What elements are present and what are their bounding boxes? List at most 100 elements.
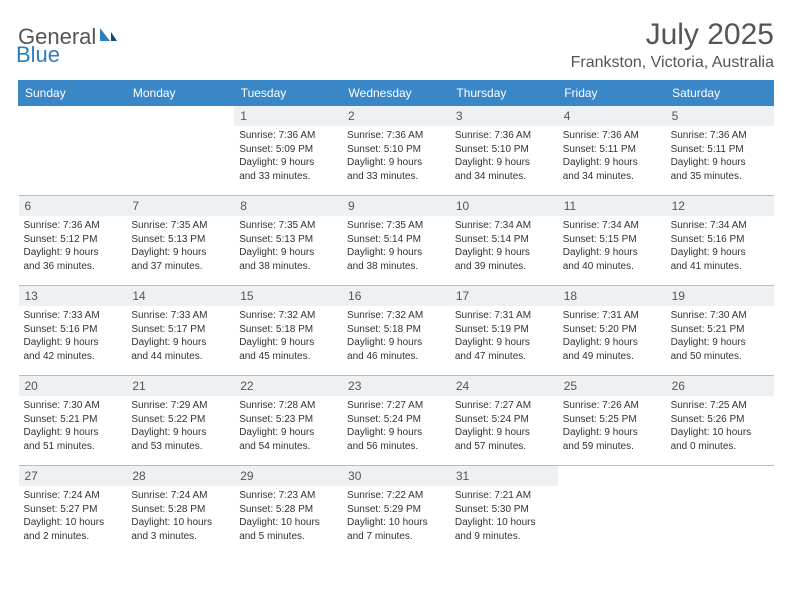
- daylight-line-2: and 39 minutes.: [455, 260, 553, 274]
- daylight-line-1: Daylight: 9 hours: [131, 336, 229, 350]
- calendar-day-cell: 6Sunrise: 7:36 AMSunset: 5:12 PMDaylight…: [19, 196, 127, 286]
- sunset-line: Sunset: 5:22 PM: [131, 413, 229, 427]
- sunrise-line: Sunrise: 7:24 AM: [131, 489, 229, 503]
- calendar-day-cell: 10Sunrise: 7:34 AMSunset: 5:14 PMDayligh…: [450, 196, 558, 286]
- title-block: July 2025 Frankston, Victoria, Australia: [571, 18, 774, 72]
- calendar-day-cell: 28Sunrise: 7:24 AMSunset: 5:28 PMDayligh…: [126, 466, 234, 556]
- day-details: Sunrise: 7:30 AMSunset: 5:21 PMDaylight:…: [666, 306, 774, 367]
- day-number: 5: [666, 106, 774, 126]
- daylight-line-2: and 2 minutes.: [24, 530, 122, 544]
- daylight-line-1: Daylight: 9 hours: [347, 156, 445, 170]
- daylight-line-2: and 49 minutes.: [563, 350, 661, 364]
- sunrise-line: Sunrise: 7:28 AM: [239, 399, 337, 413]
- logo-text-blue: Blue: [16, 42, 60, 67]
- sunrise-line: Sunrise: 7:32 AM: [239, 309, 337, 323]
- calendar-table: SundayMondayTuesdayWednesdayThursdayFrid…: [18, 80, 774, 556]
- sunset-line: Sunset: 5:14 PM: [455, 233, 553, 247]
- day-details: Sunrise: 7:23 AMSunset: 5:28 PMDaylight:…: [234, 486, 342, 547]
- daylight-line-2: and 53 minutes.: [131, 440, 229, 454]
- daylight-line-1: Daylight: 10 hours: [131, 516, 229, 530]
- day-number: 28: [126, 466, 234, 486]
- calendar-day-cell: 14Sunrise: 7:33 AMSunset: 5:17 PMDayligh…: [126, 286, 234, 376]
- sunrise-line: Sunrise: 7:24 AM: [24, 489, 122, 503]
- day-details: Sunrise: 7:36 AMSunset: 5:10 PMDaylight:…: [450, 126, 558, 187]
- day-number: 17: [450, 286, 558, 306]
- sunrise-line: Sunrise: 7:30 AM: [24, 399, 122, 413]
- daylight-line-2: and 45 minutes.: [239, 350, 337, 364]
- daylight-line-1: Daylight: 9 hours: [239, 336, 337, 350]
- day-details: Sunrise: 7:33 AMSunset: 5:17 PMDaylight:…: [126, 306, 234, 367]
- calendar-day-cell: 26Sunrise: 7:25 AMSunset: 5:26 PMDayligh…: [666, 376, 774, 466]
- sunrise-line: Sunrise: 7:31 AM: [563, 309, 661, 323]
- day-details: Sunrise: 7:27 AMSunset: 5:24 PMDaylight:…: [342, 396, 450, 457]
- sunrise-line: Sunrise: 7:34 AM: [671, 219, 769, 233]
- daylight-line-1: Daylight: 9 hours: [455, 156, 553, 170]
- daylight-line-2: and 59 minutes.: [563, 440, 661, 454]
- daylight-line-1: Daylight: 9 hours: [455, 336, 553, 350]
- day-number: 8: [234, 196, 342, 216]
- calendar-day-cell: 15Sunrise: 7:32 AMSunset: 5:18 PMDayligh…: [234, 286, 342, 376]
- day-details: Sunrise: 7:25 AMSunset: 5:26 PMDaylight:…: [666, 396, 774, 457]
- calendar-day-cell: 2Sunrise: 7:36 AMSunset: 5:10 PMDaylight…: [342, 106, 450, 196]
- day-number: 30: [342, 466, 450, 486]
- sunrise-line: Sunrise: 7:22 AM: [347, 489, 445, 503]
- weekday-header: Monday: [126, 81, 234, 106]
- day-details: Sunrise: 7:31 AMSunset: 5:20 PMDaylight:…: [558, 306, 666, 367]
- daylight-line-2: and 33 minutes.: [239, 170, 337, 184]
- daylight-line-1: Daylight: 10 hours: [24, 516, 122, 530]
- calendar-day-cell: 12Sunrise: 7:34 AMSunset: 5:16 PMDayligh…: [666, 196, 774, 286]
- sunset-line: Sunset: 5:26 PM: [671, 413, 769, 427]
- day-number: 18: [558, 286, 666, 306]
- calendar-day-cell: 31Sunrise: 7:21 AMSunset: 5:30 PMDayligh…: [450, 466, 558, 556]
- sunrise-line: Sunrise: 7:29 AM: [131, 399, 229, 413]
- calendar-day-cell: 3Sunrise: 7:36 AMSunset: 5:10 PMDaylight…: [450, 106, 558, 196]
- daylight-line-1: Daylight: 10 hours: [671, 426, 769, 440]
- sunset-line: Sunset: 5:20 PM: [563, 323, 661, 337]
- sunrise-line: Sunrise: 7:32 AM: [347, 309, 445, 323]
- calendar-day-cell: 17Sunrise: 7:31 AMSunset: 5:19 PMDayligh…: [450, 286, 558, 376]
- daylight-line-2: and 3 minutes.: [131, 530, 229, 544]
- daylight-line-2: and 34 minutes.: [563, 170, 661, 184]
- sunrise-line: Sunrise: 7:36 AM: [347, 129, 445, 143]
- daylight-line-2: and 44 minutes.: [131, 350, 229, 364]
- day-number: 15: [234, 286, 342, 306]
- sunset-line: Sunset: 5:28 PM: [239, 503, 337, 517]
- daylight-line-2: and 57 minutes.: [455, 440, 553, 454]
- daylight-line-1: Daylight: 9 hours: [239, 246, 337, 260]
- sunset-line: Sunset: 5:15 PM: [563, 233, 661, 247]
- sunset-line: Sunset: 5:14 PM: [347, 233, 445, 247]
- daylight-line-1: Daylight: 9 hours: [563, 336, 661, 350]
- calendar-day-cell: 24Sunrise: 7:27 AMSunset: 5:24 PMDayligh…: [450, 376, 558, 466]
- daylight-line-1: Daylight: 9 hours: [671, 336, 769, 350]
- daylight-line-2: and 5 minutes.: [239, 530, 337, 544]
- calendar-week-row: 27Sunrise: 7:24 AMSunset: 5:27 PMDayligh…: [19, 466, 774, 556]
- calendar-day-cell: 22Sunrise: 7:28 AMSunset: 5:23 PMDayligh…: [234, 376, 342, 466]
- calendar-week-row: 13Sunrise: 7:33 AMSunset: 5:16 PMDayligh…: [19, 286, 774, 376]
- day-details: Sunrise: 7:30 AMSunset: 5:21 PMDaylight:…: [19, 396, 127, 457]
- daylight-line-1: Daylight: 10 hours: [239, 516, 337, 530]
- sunset-line: Sunset: 5:29 PM: [347, 503, 445, 517]
- sunrise-line: Sunrise: 7:36 AM: [24, 219, 122, 233]
- weekday-header: Wednesday: [342, 81, 450, 106]
- daylight-line-2: and 36 minutes.: [24, 260, 122, 274]
- day-number: 9: [342, 196, 450, 216]
- sunset-line: Sunset: 5:10 PM: [347, 143, 445, 157]
- daylight-line-1: Daylight: 10 hours: [347, 516, 445, 530]
- daylight-line-1: Daylight: 9 hours: [24, 426, 122, 440]
- header: General July 2025 Frankston, Victoria, A…: [18, 18, 774, 72]
- day-number: 26: [666, 376, 774, 396]
- sunset-line: Sunset: 5:13 PM: [131, 233, 229, 247]
- daylight-line-2: and 42 minutes.: [24, 350, 122, 364]
- day-details: Sunrise: 7:32 AMSunset: 5:18 PMDaylight:…: [234, 306, 342, 367]
- daylight-line-1: Daylight: 9 hours: [563, 156, 661, 170]
- daylight-line-2: and 56 minutes.: [347, 440, 445, 454]
- daylight-line-2: and 9 minutes.: [455, 530, 553, 544]
- daylight-line-1: Daylight: 9 hours: [239, 156, 337, 170]
- day-number: 29: [234, 466, 342, 486]
- sunset-line: Sunset: 5:27 PM: [24, 503, 122, 517]
- day-number: 20: [19, 376, 127, 396]
- day-details: Sunrise: 7:36 AMSunset: 5:11 PMDaylight:…: [666, 126, 774, 187]
- sunrise-line: Sunrise: 7:33 AM: [24, 309, 122, 323]
- day-number: 21: [126, 376, 234, 396]
- weekday-header-row: SundayMondayTuesdayWednesdayThursdayFrid…: [19, 81, 774, 106]
